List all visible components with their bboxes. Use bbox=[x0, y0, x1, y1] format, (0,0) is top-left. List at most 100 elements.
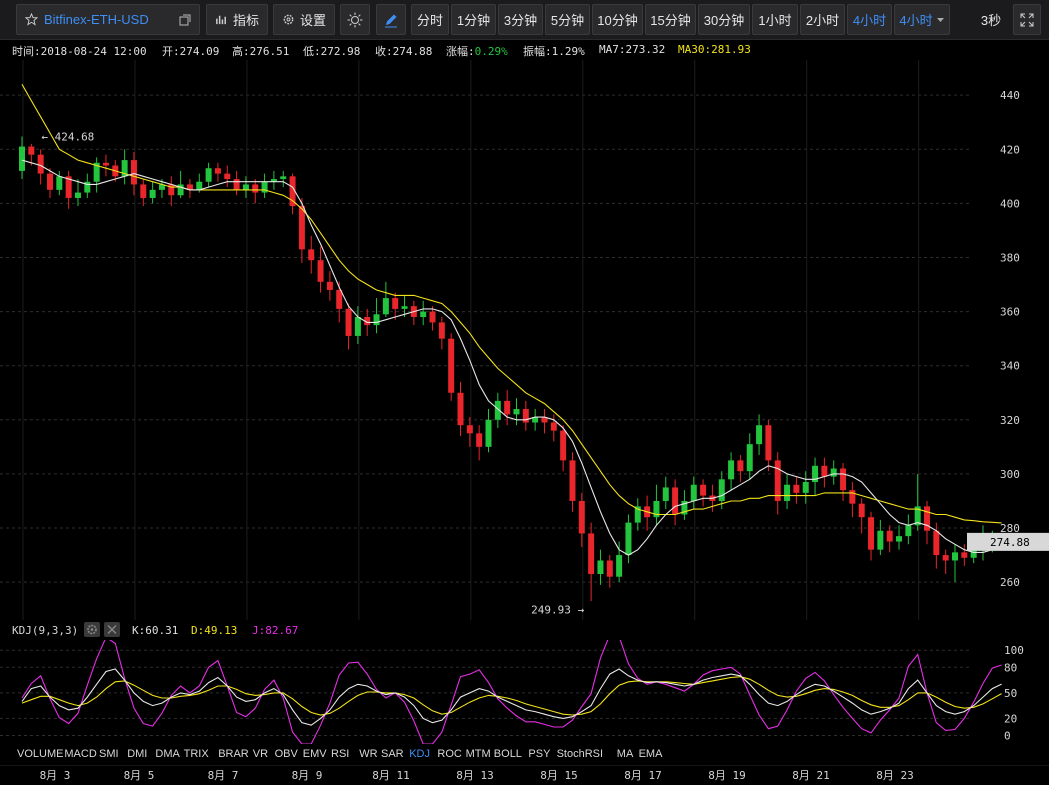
interval-5min[interactable]: 5分钟 bbox=[545, 4, 590, 35]
interval-dropdown-label: 4小时 bbox=[899, 13, 933, 28]
pencil-icon bbox=[385, 14, 397, 27]
indicator-obv[interactable]: OBV bbox=[274, 748, 298, 760]
settings-label: 设置 bbox=[299, 13, 326, 28]
indicator-rsi[interactable]: RSI bbox=[331, 748, 350, 760]
candle-body bbox=[382, 298, 389, 315]
max-price-label: ← 424.68 bbox=[41, 131, 94, 144]
kdj-close-button[interactable] bbox=[104, 622, 120, 637]
star-icon[interactable] bbox=[25, 13, 38, 26]
candle-body bbox=[532, 417, 539, 423]
interval-2h[interactable]: 2小时 bbox=[800, 4, 845, 35]
candle-body bbox=[774, 460, 781, 501]
indicator-sar[interactable]: SAR bbox=[381, 748, 404, 760]
kdj-settings-button[interactable] bbox=[84, 622, 100, 637]
candle-body bbox=[634, 506, 641, 523]
candle-body bbox=[588, 533, 595, 575]
interval-label: 5分钟 bbox=[550, 13, 585, 28]
indicator-kdj[interactable]: KDJ bbox=[409, 748, 430, 760]
candle-body bbox=[354, 317, 361, 336]
candle-body bbox=[485, 419, 492, 447]
interval-15min[interactable]: 15分钟 bbox=[645, 4, 696, 35]
indicator-volume[interactable]: VOLUME bbox=[17, 748, 64, 760]
candle-body bbox=[821, 465, 828, 477]
date-tick-label: 8月 5 bbox=[124, 769, 155, 782]
candle-body bbox=[242, 184, 249, 190]
refresh-rate-button[interactable]: 3秒 bbox=[972, 4, 1010, 35]
candle-body bbox=[802, 482, 809, 493]
indicator-trix[interactable]: TRIX bbox=[183, 748, 209, 760]
date-tick-label: 8月 3 bbox=[40, 769, 71, 782]
candle-body bbox=[168, 184, 175, 196]
interval-fenshi[interactable]: 分时 bbox=[411, 4, 449, 35]
indicator-psy[interactable]: PSY bbox=[528, 748, 551, 760]
indicator-vr[interactable]: VR bbox=[252, 748, 269, 760]
indicator-brar[interactable]: BRAR bbox=[218, 748, 249, 760]
candlestick-chart[interactable]: 260 280 300 320 340 360 380 400 420 440 ← 424.68 24… bbox=[0, 60, 1049, 620]
candle-body bbox=[504, 400, 511, 415]
indicator-wr[interactable]: WR bbox=[359, 748, 378, 760]
info-high: 高:276.51 bbox=[232, 45, 290, 58]
indicators-label: 指标 bbox=[232, 13, 259, 28]
info-change-label: 涨幅: bbox=[446, 45, 475, 58]
interval-dropdown[interactable]: 4小时 bbox=[894, 4, 950, 35]
candle-body bbox=[56, 176, 63, 190]
price-tick-label: 400 bbox=[1000, 197, 1020, 210]
candle-body bbox=[186, 184, 193, 190]
info-amplitude: 振幅:1.29% bbox=[523, 45, 585, 58]
date-tick-label: 8月 23 bbox=[876, 769, 914, 782]
candle-body bbox=[970, 549, 977, 558]
settings-button[interactable]: 设置 bbox=[273, 4, 335, 35]
indicator-macd[interactable]: MACD bbox=[64, 748, 97, 760]
gear-icon bbox=[283, 14, 294, 25]
candle-body bbox=[569, 460, 576, 501]
indicator-boll[interactable]: BOLL bbox=[493, 748, 522, 760]
symbol-selector[interactable]: Bitfinex-ETH-USD bbox=[16, 4, 200, 35]
indicator-emv[interactable]: EMV bbox=[302, 748, 327, 760]
indicator-dmi[interactable]: DMI bbox=[127, 748, 148, 760]
candle-body bbox=[877, 530, 884, 550]
candle-body bbox=[942, 555, 949, 561]
indicators-button[interactable]: 指标 bbox=[206, 4, 268, 35]
date-tick-label: 8月 9 bbox=[292, 769, 323, 782]
candle-body bbox=[690, 484, 697, 501]
date-tick-label: 8月 17 bbox=[624, 769, 662, 782]
interval-label: 2小时 bbox=[805, 13, 840, 28]
kdj-chart[interactable]: 0 20 50 80 100 bbox=[0, 640, 1049, 744]
interval-4h[interactable]: 4小时 bbox=[847, 4, 892, 35]
candle-body bbox=[214, 168, 221, 174]
interval-1min[interactable]: 1分钟 bbox=[451, 4, 496, 35]
draw-tool-button[interactable] bbox=[376, 4, 406, 35]
indicator-stochrsi[interactable]: StochRSI bbox=[556, 748, 604, 760]
interval-3min[interactable]: 3分钟 bbox=[498, 4, 543, 35]
indicator-mtm[interactable]: MTM bbox=[465, 748, 491, 760]
interval-1h[interactable]: 1小时 bbox=[752, 4, 798, 35]
interval-10min[interactable]: 10分钟 bbox=[592, 4, 643, 35]
candle-body bbox=[326, 281, 333, 290]
candle-body bbox=[84, 181, 91, 193]
fullscreen-button[interactable] bbox=[1013, 4, 1041, 35]
candle-body bbox=[298, 206, 305, 250]
indicator-ema[interactable]: EMA bbox=[638, 748, 663, 760]
sun-icon bbox=[347, 12, 363, 27]
candle-body bbox=[784, 484, 791, 501]
candle-body bbox=[401, 306, 408, 309]
candle-body bbox=[812, 465, 819, 483]
indicator-dma[interactable]: DMA bbox=[155, 748, 180, 760]
candle-body bbox=[924, 506, 931, 531]
theme-toggle-button[interactable] bbox=[340, 4, 370, 35]
interval-30min[interactable]: 30分钟 bbox=[698, 4, 750, 35]
info-close: 收:274.88 bbox=[375, 45, 433, 58]
candle-body bbox=[149, 189, 156, 198]
indicator-smi[interactable]: SMI bbox=[99, 748, 119, 760]
date-tick-label: 8月 7 bbox=[208, 769, 239, 782]
candle-body bbox=[46, 173, 53, 190]
indicator-ma[interactable]: MA bbox=[616, 748, 634, 760]
candle-body bbox=[905, 525, 912, 537]
candle-body bbox=[737, 460, 744, 472]
interval-label: 10分钟 bbox=[597, 13, 638, 28]
indicator-roc[interactable]: ROC bbox=[437, 748, 462, 760]
candle-body bbox=[756, 425, 763, 445]
popout-icon[interactable] bbox=[179, 14, 191, 26]
candle-body bbox=[196, 181, 203, 190]
candle-body bbox=[793, 484, 800, 493]
